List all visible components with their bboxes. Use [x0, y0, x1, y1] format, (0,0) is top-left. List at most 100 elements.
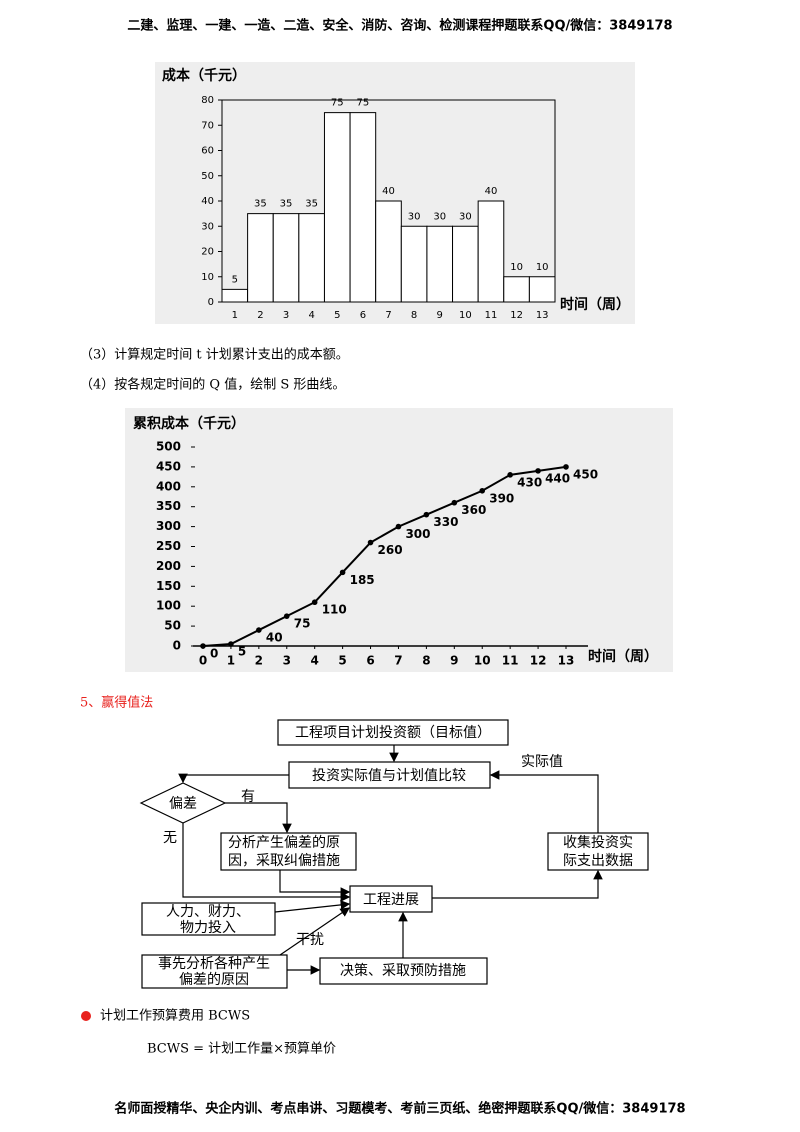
x-axis-title: 时间（周） [560, 296, 630, 313]
x-tick-label: 4 [308, 310, 314, 321]
header: 二建、监理、一建、一造、二造、安全、消防、咨询、检测课程押题联系QQ/微信：38… [127, 18, 672, 34]
x-axis-title: 时间（周） [588, 648, 658, 665]
value-label: 35 [254, 199, 267, 210]
node-label: 偏差的原因 [179, 972, 249, 988]
arrow [489, 770, 599, 833]
arrow [274, 900, 351, 913]
y-tick-label: 0 [208, 297, 214, 308]
data-point [423, 511, 430, 518]
node-box [319, 957, 488, 985]
node-box [349, 885, 433, 913]
value-label: 40 [485, 186, 498, 197]
x-tick-label: 8 [422, 654, 430, 668]
edge-label: 有 [241, 789, 255, 805]
chart-background [125, 408, 673, 672]
x-tick-label: 9 [437, 310, 443, 321]
x-tick-label: 10 [459, 310, 472, 321]
bar [452, 225, 479, 303]
node-box [547, 832, 649, 871]
data-point [339, 569, 346, 576]
y-tick-label: 60 [201, 146, 214, 157]
x-tick-label: 8 [411, 310, 417, 321]
y-tick-label: 250 [156, 539, 181, 553]
data-point [228, 641, 234, 647]
x-tick-label: 0 [199, 654, 207, 668]
data-line [202, 465, 567, 647]
data-point [507, 472, 513, 478]
y-tick-label: 50 [201, 171, 214, 182]
bar [298, 213, 325, 303]
value-label: 260 [378, 543, 403, 557]
y-tick-label: 100 [156, 599, 181, 613]
x-tick-label: 3 [283, 310, 289, 321]
x-tick-label: 12 [530, 654, 547, 668]
node-label: 人力、财力、 [166, 904, 250, 920]
edge-label: 实际值 [521, 754, 563, 770]
y-tick-label: 40 [201, 196, 214, 207]
value-label: 110 [322, 603, 347, 617]
y-tick-label: 10 [201, 272, 214, 283]
data-point [283, 613, 290, 619]
bar [247, 213, 274, 303]
y-tick-label: 450 [156, 459, 181, 473]
bar [323, 112, 351, 303]
data-point [367, 539, 374, 546]
node-label: 工程项目计划投资额（目标值） [295, 725, 491, 741]
value-label: 5 [232, 274, 238, 285]
node-box [141, 902, 276, 936]
node-label: 因，采取纠偏措施 [228, 853, 340, 869]
y-tick-label: 300 [156, 519, 181, 533]
arrow [182, 823, 351, 902]
x-tick-label: 11 [485, 310, 498, 321]
value-label: 75 [357, 98, 370, 109]
value-label: 450 [573, 467, 598, 481]
node-label: 投资实际值与计划值比较 [312, 768, 466, 784]
flow-diagram: 工程项目计划投资额（目标值） 投资实际值与计划值比较 偏差 分析产生偏差的原 因… [139, 719, 649, 989]
x-tick-label: 13 [558, 654, 575, 668]
value-label: 440 [545, 471, 570, 485]
node-label: 工程进展 [363, 892, 419, 908]
node-label: 分析产生偏差的原 [228, 835, 340, 851]
y-tick-label: 80 [201, 95, 214, 106]
data-point [451, 499, 458, 506]
bar [221, 288, 249, 303]
x-tick-label: 6 [360, 310, 366, 321]
data-point [200, 643, 206, 649]
node-box [277, 719, 509, 746]
y-tick-label: 500 [156, 440, 181, 454]
value-label: 75 [331, 98, 344, 109]
y-axis-title: 累积成本（千元） [133, 415, 245, 432]
bar [375, 200, 402, 303]
x-tick-label: 1 [232, 310, 238, 321]
arrow [225, 802, 292, 834]
x-tick-label: 11 [502, 654, 519, 668]
value-label: 40 [382, 186, 395, 197]
edge-label: 无 [163, 830, 177, 846]
y-tick-label: 20 [201, 247, 214, 258]
y-tick-label: 400 [156, 479, 181, 493]
x-tick-label: 6 [366, 654, 374, 668]
x-tick-label: 1 [227, 654, 235, 668]
value-label: 30 [408, 211, 421, 222]
y-tick-label: 70 [201, 120, 214, 131]
arrow [279, 907, 350, 956]
value-label: 430 [517, 475, 542, 489]
step: （3）计算规定时间 t 计划累计支出的成本额。 [80, 347, 349, 363]
y-tick-label: 0 [173, 639, 181, 653]
node-label: 决策、采取预防措施 [340, 962, 466, 979]
x-tick-label: 5 [338, 654, 346, 668]
edge-label: 干扰 [296, 932, 324, 948]
bar [349, 112, 377, 303]
x-tick-label: 4 [311, 654, 319, 668]
value-label: 300 [405, 527, 430, 541]
y-tick-label: 30 [201, 221, 214, 232]
value-label: 5 [238, 645, 246, 659]
value-label: 185 [350, 573, 375, 587]
arrow [279, 870, 351, 897]
x-tick-label: 12 [510, 310, 523, 321]
node-box [220, 832, 357, 871]
bar [503, 276, 530, 303]
bar [400, 225, 428, 303]
node-box [141, 954, 288, 989]
